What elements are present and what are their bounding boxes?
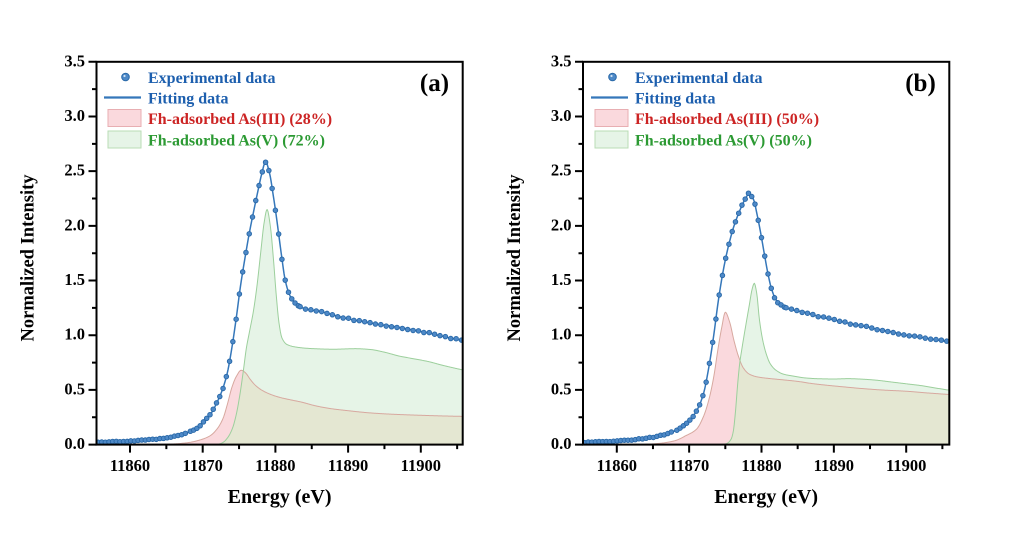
svg-text:(b): (b) <box>905 70 936 97</box>
svg-text:Experimental data: Experimental data <box>148 70 276 87</box>
svg-text:11860: 11860 <box>110 456 150 475</box>
svg-text:3.5: 3.5 <box>64 51 85 70</box>
svg-text:11870: 11870 <box>669 456 709 475</box>
svg-text:Experimental data: Experimental data <box>635 70 763 87</box>
svg-text:0.0: 0.0 <box>64 434 85 453</box>
svg-text:0.0: 0.0 <box>551 434 572 453</box>
svg-text:11900: 11900 <box>886 456 926 475</box>
svg-text:1.0: 1.0 <box>64 325 85 344</box>
svg-text:3.0: 3.0 <box>64 106 85 125</box>
svg-text:Fh-adsorbed As(V) (50%): Fh-adsorbed As(V) (50%) <box>635 133 812 150</box>
svg-text:3.5: 3.5 <box>551 51 572 70</box>
svg-text:Fh-adsorbed As(III) (28%): Fh-adsorbed As(III) (28%) <box>148 111 332 128</box>
svg-text:11880: 11880 <box>741 456 781 475</box>
svg-text:2.0: 2.0 <box>64 215 85 234</box>
svg-text:1.5: 1.5 <box>64 270 85 289</box>
svg-text:Fh-adsorbed As(V) (72%): Fh-adsorbed As(V) (72%) <box>148 133 325 150</box>
svg-text:2.5: 2.5 <box>551 161 572 180</box>
svg-text:Normalized Intensity: Normalized Intensity <box>19 174 39 342</box>
svg-text:11870: 11870 <box>183 456 223 475</box>
svg-text:11890: 11890 <box>814 456 854 475</box>
svg-text:Fitting data: Fitting data <box>635 91 715 108</box>
svg-text:Fh-adsorbed As(III) (50%): Fh-adsorbed As(III) (50%) <box>635 111 819 128</box>
svg-text:11890: 11890 <box>328 456 368 475</box>
svg-text:2.5: 2.5 <box>64 161 85 180</box>
svg-text:0.5: 0.5 <box>551 379 572 398</box>
svg-text:1.5: 1.5 <box>551 270 572 289</box>
svg-text:Energy (eV): Energy (eV) <box>714 486 818 508</box>
svg-text:Normalized Intensity: Normalized Intensity <box>505 174 525 342</box>
svg-text:Fitting data: Fitting data <box>148 91 228 108</box>
svg-text:1.0: 1.0 <box>551 325 572 344</box>
svg-text:2.0: 2.0 <box>551 215 572 234</box>
svg-text:3.0: 3.0 <box>551 106 572 125</box>
svg-text:0.5: 0.5 <box>64 379 85 398</box>
svg-text:(a): (a) <box>420 70 449 97</box>
svg-text:11860: 11860 <box>597 456 637 475</box>
svg-text:11880: 11880 <box>255 456 295 475</box>
svg-text:Energy (eV): Energy (eV) <box>228 486 332 508</box>
svg-text:11900: 11900 <box>401 456 441 475</box>
